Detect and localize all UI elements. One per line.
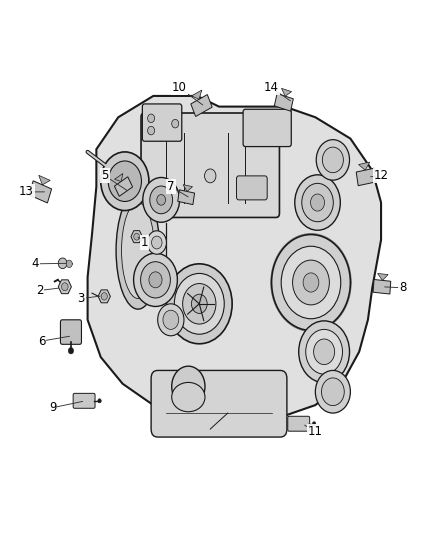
Polygon shape [373, 279, 391, 294]
Circle shape [172, 119, 179, 128]
FancyBboxPatch shape [237, 176, 267, 200]
Circle shape [306, 329, 343, 374]
Circle shape [143, 177, 180, 222]
Polygon shape [88, 96, 381, 426]
Circle shape [299, 321, 350, 383]
Circle shape [150, 186, 173, 214]
Text: 2: 2 [35, 284, 43, 297]
Circle shape [312, 422, 316, 426]
Polygon shape [282, 88, 292, 96]
Circle shape [322, 147, 343, 173]
Circle shape [321, 378, 344, 406]
Circle shape [157, 195, 166, 205]
Polygon shape [178, 190, 194, 205]
Text: 12: 12 [374, 169, 389, 182]
Polygon shape [191, 90, 202, 99]
FancyBboxPatch shape [73, 393, 95, 408]
Circle shape [134, 253, 177, 306]
Ellipse shape [116, 192, 160, 309]
Polygon shape [114, 177, 133, 196]
Circle shape [302, 183, 333, 222]
Circle shape [163, 310, 179, 329]
Circle shape [101, 293, 107, 300]
Polygon shape [131, 231, 142, 243]
Circle shape [272, 235, 350, 330]
FancyBboxPatch shape [288, 416, 310, 431]
Text: 10: 10 [172, 82, 187, 94]
Ellipse shape [121, 203, 154, 298]
Text: 1: 1 [141, 236, 148, 249]
Circle shape [108, 161, 141, 201]
Circle shape [101, 152, 149, 211]
Circle shape [315, 370, 350, 413]
Polygon shape [191, 94, 212, 117]
Circle shape [149, 272, 162, 288]
Text: 6: 6 [38, 335, 46, 348]
Polygon shape [98, 290, 110, 303]
Circle shape [158, 304, 184, 336]
Circle shape [58, 258, 67, 269]
FancyBboxPatch shape [151, 370, 287, 437]
Circle shape [134, 233, 140, 240]
Circle shape [148, 114, 155, 123]
Circle shape [191, 294, 207, 313]
Circle shape [166, 264, 232, 344]
Polygon shape [274, 93, 293, 111]
Circle shape [66, 260, 72, 268]
Polygon shape [359, 162, 370, 170]
Text: 8: 8 [399, 281, 406, 294]
Polygon shape [29, 181, 52, 203]
Text: 5: 5 [102, 169, 109, 182]
Circle shape [147, 231, 166, 254]
Polygon shape [378, 273, 388, 280]
Circle shape [68, 348, 74, 354]
FancyBboxPatch shape [60, 320, 81, 344]
Circle shape [61, 282, 68, 291]
Circle shape [183, 284, 216, 324]
Circle shape [172, 366, 205, 407]
Circle shape [141, 262, 170, 298]
Circle shape [148, 126, 155, 135]
Text: 4: 4 [31, 257, 39, 270]
Circle shape [205, 169, 216, 183]
FancyBboxPatch shape [141, 113, 279, 217]
Circle shape [152, 236, 162, 249]
FancyBboxPatch shape [142, 104, 182, 141]
Polygon shape [183, 184, 193, 191]
Circle shape [314, 339, 335, 365]
Text: 11: 11 [308, 425, 323, 438]
FancyBboxPatch shape [243, 109, 291, 147]
Text: 13: 13 [19, 185, 34, 198]
Circle shape [281, 246, 341, 319]
Polygon shape [114, 173, 123, 181]
Ellipse shape [172, 383, 205, 411]
Circle shape [311, 194, 325, 211]
Circle shape [98, 399, 101, 403]
Text: 14: 14 [264, 82, 279, 94]
Circle shape [295, 175, 340, 230]
Polygon shape [58, 280, 71, 294]
Circle shape [303, 273, 319, 292]
Polygon shape [39, 175, 50, 185]
Text: 9: 9 [49, 401, 57, 414]
Text: 7: 7 [167, 180, 175, 193]
Text: 3: 3 [78, 292, 85, 305]
Polygon shape [356, 168, 376, 185]
Circle shape [174, 273, 224, 334]
Circle shape [316, 140, 350, 180]
Circle shape [293, 260, 329, 305]
